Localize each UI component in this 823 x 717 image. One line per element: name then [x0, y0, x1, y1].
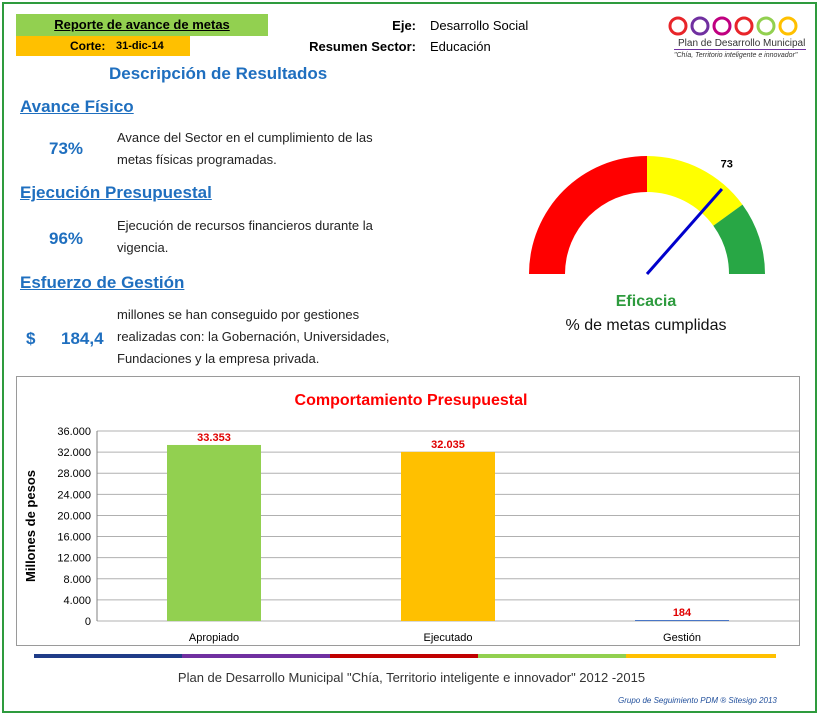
- footer-stripe-red: [330, 654, 478, 658]
- logo-title: Plan de Desarrollo Municipal: [678, 38, 806, 49]
- ejecucion-value: 96%: [49, 229, 84, 248]
- y-tick-label: 8.000: [63, 574, 91, 586]
- y-tick-label: 24.000: [57, 489, 91, 501]
- esfuerzo-title: Esfuerzo de Gestión: [20, 273, 185, 292]
- ejecucion-desc: Ejecución de recursos financieros durant…: [117, 218, 373, 255]
- sector-value: Educación: [430, 39, 491, 54]
- esfuerzo-value: 184,4: [61, 329, 104, 348]
- gauge-needle: [645, 188, 724, 275]
- y-tick-label: 36.000: [57, 426, 91, 438]
- x-tick-label: Apropiado: [189, 632, 239, 644]
- bar-apropiado: [167, 444, 261, 621]
- corte-value: 31-dic-14: [116, 40, 164, 52]
- logo-icon: [668, 16, 798, 36]
- bar-ejecutado: [401, 451, 495, 621]
- y-tick-label: 20.000: [57, 510, 91, 522]
- bar-value-label: 32.035: [431, 439, 465, 451]
- avance-title: Avance Físico: [20, 97, 134, 116]
- budget-chart-svg: Comportamiento Presupuestal Millones de p…: [23, 392, 799, 644]
- footer-stripe-purple: [182, 654, 330, 658]
- eje-label: Eje:: [392, 18, 416, 33]
- footer-credit: Grupo de Seguimiento PDM ® Sitesigo 2013: [618, 696, 777, 705]
- footer-stripe-orange: [626, 654, 776, 658]
- y-tick-label: 16.000: [57, 532, 91, 544]
- avance-value: 73%: [49, 139, 84, 158]
- bar-gestión: [635, 620, 729, 621]
- x-tick-label: Ejecutado: [424, 632, 473, 644]
- report-title: Reporte de avance de metas: [16, 14, 268, 36]
- gauge-green-band: [713, 204, 765, 274]
- bar-value-label: 184: [673, 607, 692, 619]
- pdm-logo: Plan de Desarrollo Municipal "Chía, Terr…: [666, 14, 808, 60]
- bar-value-label: 33.353: [197, 432, 231, 444]
- y-axis-label: Millones de pesos: [23, 470, 38, 582]
- sector-label: Resumen Sector:: [309, 39, 416, 54]
- x-tick-label: Gestión: [663, 632, 701, 644]
- gauge-yellow-band: [647, 156, 743, 226]
- eje-value: Desarrollo Social: [430, 18, 529, 33]
- chart-title: Comportamiento Presupuestal: [295, 392, 528, 409]
- gauge-red-band: [529, 156, 647, 274]
- esfuerzo-desc: millones se han conseguido por gestiones…: [117, 307, 390, 366]
- corte-badge: Corte: 31-dic-14: [16, 36, 190, 56]
- footer-stripe-blue: [34, 654, 182, 658]
- logo-subtitle: "Chía, Territorio inteligente e innovado…: [674, 52, 798, 59]
- gauge-value-label: 73: [721, 159, 733, 171]
- esfuerzo-currency: $: [26, 329, 36, 348]
- y-tick-label: 4.000: [63, 595, 91, 607]
- results-title: Descripción de Resultados: [109, 64, 328, 83]
- gauge-sublabel: % de metas cumplidas: [565, 317, 727, 334]
- eficacia-gauge: 73: [529, 156, 765, 275]
- y-tick-label: 28.000: [57, 468, 91, 480]
- budget-chart: Comportamiento Presupuestal Millones de p…: [16, 376, 800, 646]
- avance-desc: Avance del Sector en el cumplimiento de …: [117, 130, 373, 167]
- corte-label: Corte:: [70, 39, 106, 53]
- ejecucion-title: Ejecución Presupuestal: [20, 183, 212, 202]
- y-tick-label: 32.000: [57, 447, 91, 459]
- y-tick-label: 0: [85, 616, 91, 628]
- footer-stripe-green: [478, 654, 626, 658]
- footer-text: Plan de Desarrollo Municipal "Chía, Terr…: [177, 670, 646, 685]
- y-tick-label: 12.000: [57, 553, 91, 565]
- gauge-label: Eficacia: [615, 293, 677, 310]
